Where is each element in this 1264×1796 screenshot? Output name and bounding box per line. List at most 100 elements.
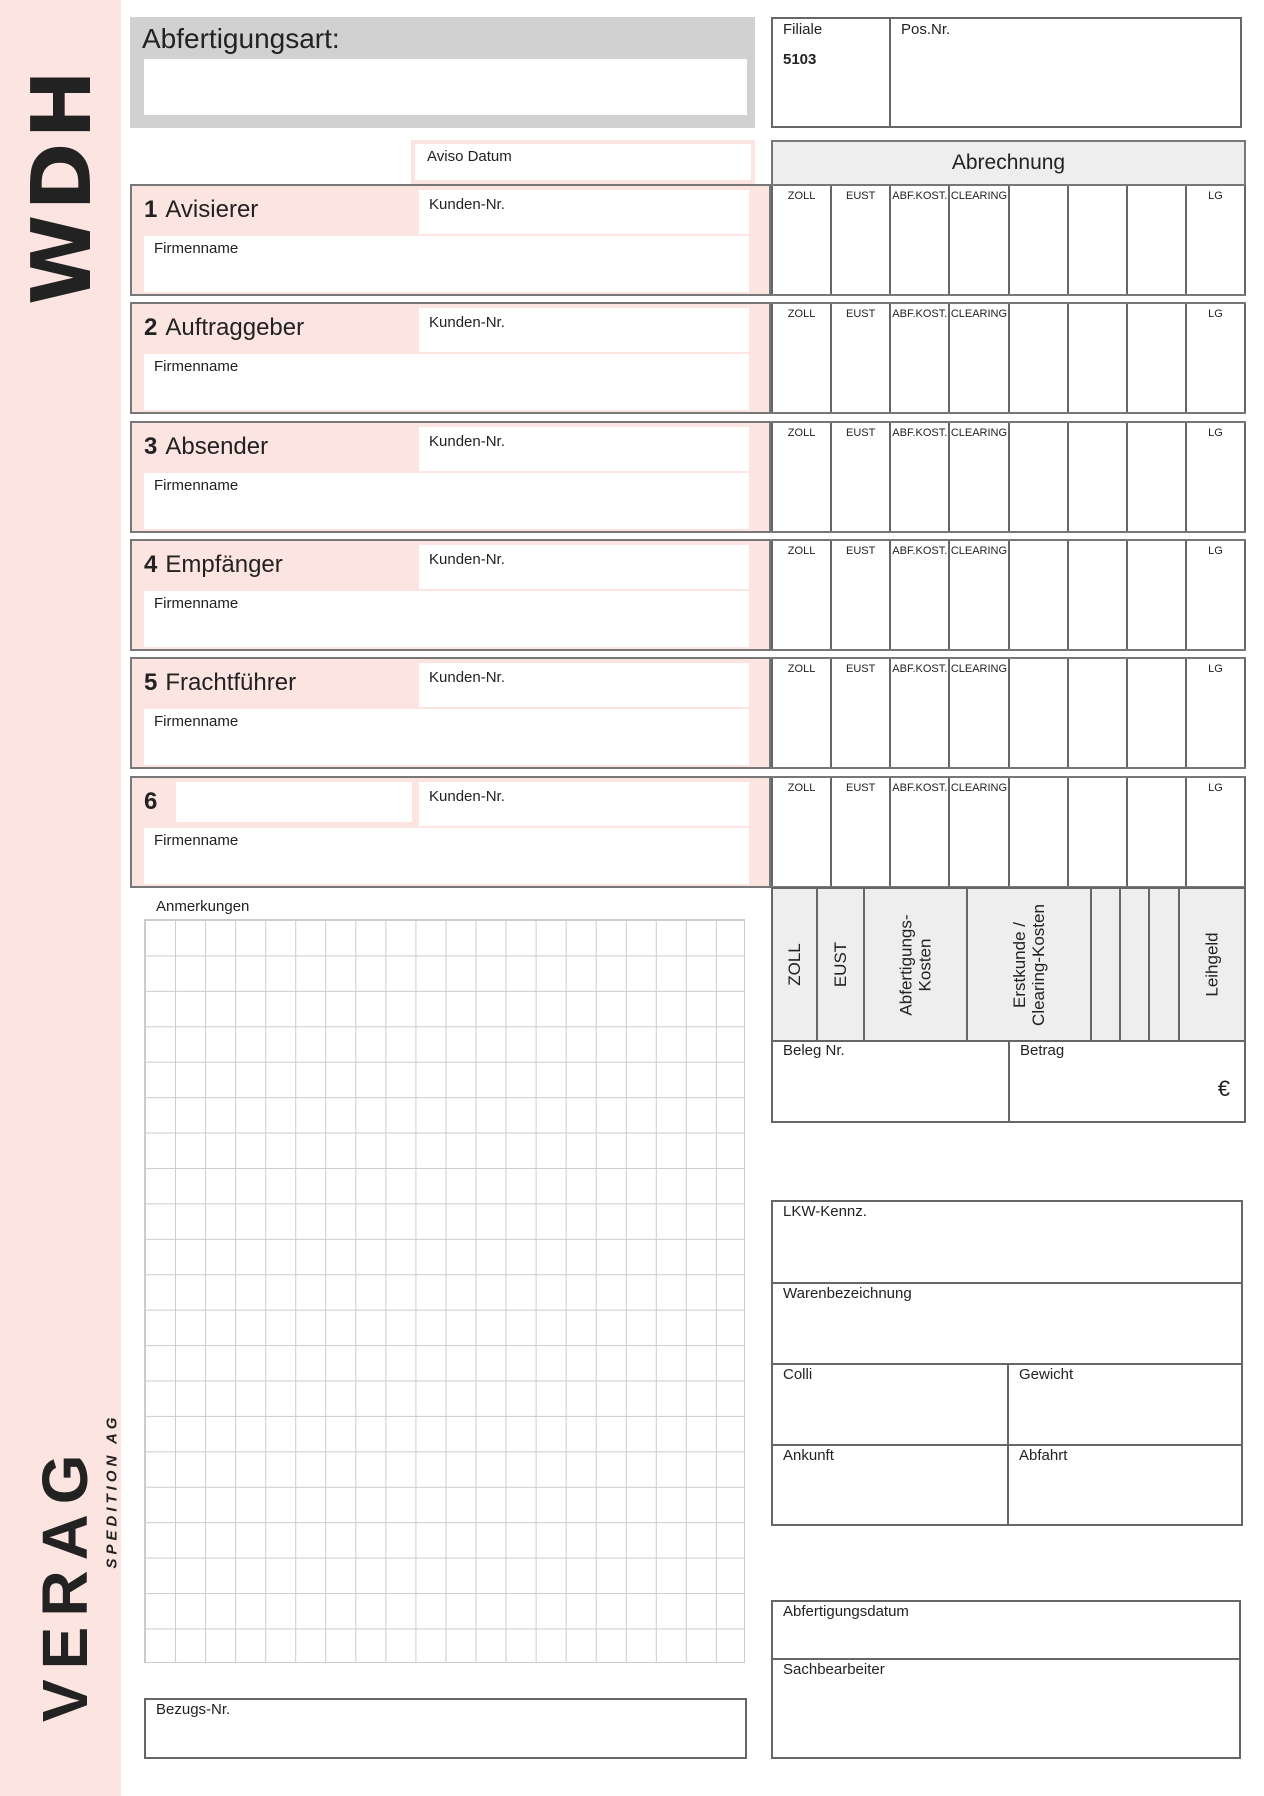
firmenname-field[interactable]: Firmenname <box>144 473 749 529</box>
lkw-kennz-field[interactable]: LKW-Kennz. <box>783 1203 867 1220</box>
sachbearbeiter-field[interactable]: Sachbearbeiter <box>783 1661 885 1678</box>
firmenname-field[interactable]: Firmenname <box>144 591 749 647</box>
cost-cell[interactable] <box>1125 304 1185 412</box>
cost-cell[interactable]: ZOLL <box>771 304 830 412</box>
section-title: 3 Absender <box>144 433 269 460</box>
summary-column: Abfertigungs- Kosten <box>862 889 966 1040</box>
cost-cell[interactable]: CLEARING <box>948 304 1007 412</box>
cost-cell[interactable] <box>1125 778 1185 886</box>
bezugs-nr-field[interactable]: Bezugs-Nr. <box>144 1698 747 1759</box>
cost-cell[interactable] <box>1007 423 1067 531</box>
party-section: 5 Frachtführer Kunden-Nr. Firmenname <box>130 657 771 769</box>
cost-cell[interactable]: CLEARING <box>948 659 1007 767</box>
firmenname-field[interactable]: Firmenname <box>144 828 749 884</box>
cost-cell[interactable] <box>1007 541 1067 649</box>
summary-column-label: Abfertigungs- Kosten <box>896 913 935 1016</box>
cost-cell[interactable]: LG <box>1184 423 1246 531</box>
anmerkungen-grid[interactable] <box>144 919 745 1663</box>
cost-cell[interactable] <box>1007 778 1067 886</box>
summary-column: ZOLL <box>773 889 816 1040</box>
aviso-datum-field[interactable]: Aviso Datum <box>411 140 755 184</box>
summary-column <box>1119 889 1148 1040</box>
summary-column <box>1089 889 1119 1040</box>
cost-cell[interactable] <box>1125 541 1185 649</box>
summary-column-label: EUST <box>830 941 850 988</box>
cost-cell[interactable]: ABF.KOST. <box>889 304 948 412</box>
betrag-field[interactable]: Betrag <box>1020 1042 1065 1059</box>
kunden-nr-field[interactable]: Kunden-Nr. <box>419 545 749 589</box>
cost-cell[interactable]: ZOLL <box>771 186 830 294</box>
cost-cell[interactable]: ZOLL <box>771 541 830 649</box>
cost-cell[interactable]: EUST <box>830 541 889 649</box>
abfahrt-field[interactable]: Abfahrt <box>1019 1447 1068 1464</box>
filiale-value[interactable]: 5103 <box>783 51 817 68</box>
cost-cell[interactable]: LG <box>1184 659 1246 767</box>
cost-row: ZOLL EUST ABF.KOST. CLEARING LG <box>771 657 1246 769</box>
cost-cell[interactable]: CLEARING <box>948 186 1007 294</box>
cost-cell[interactable]: EUST <box>830 778 889 886</box>
cost-cell[interactable] <box>1066 541 1126 649</box>
cost-row: ZOLL EUST ABF.KOST. CLEARING LG <box>771 776 1246 888</box>
transport-box: LKW-Kennz. Warenbezeichnung Colli Gewich… <box>771 1200 1243 1526</box>
cost-cell[interactable] <box>1066 304 1126 412</box>
cost-cell[interactable] <box>1066 186 1126 294</box>
beleg-nr-field[interactable]: Beleg Nr. <box>783 1042 845 1059</box>
section-6-title-field[interactable] <box>176 782 412 822</box>
firmenname-field[interactable]: Firmenname <box>144 236 749 292</box>
cost-cell[interactable]: LG <box>1184 541 1246 649</box>
cost-cell[interactable]: ABF.KOST. <box>889 659 948 767</box>
section-title: 1 Avisierer <box>144 196 259 223</box>
cost-cell[interactable]: EUST <box>830 423 889 531</box>
cost-cell[interactable] <box>1066 778 1126 886</box>
cost-cell[interactable]: LG <box>1184 778 1246 886</box>
party-section: 4 Empfänger Kunden-Nr. Firmenname <box>130 539 771 651</box>
logo-text: VERAG <box>29 1444 101 1722</box>
cost-cell[interactable]: CLEARING <box>948 541 1007 649</box>
cost-cell[interactable]: ABF.KOST. <box>889 423 948 531</box>
gewicht-field[interactable]: Gewicht <box>1019 1366 1074 1383</box>
cost-cell[interactable] <box>1125 423 1185 531</box>
cost-cell[interactable]: EUST <box>830 186 889 294</box>
cost-cell[interactable] <box>1007 659 1067 767</box>
cost-cell[interactable] <box>1125 186 1185 294</box>
cost-cell[interactable]: ZOLL <box>771 423 830 531</box>
cost-cell[interactable]: ABF.KOST. <box>889 541 948 649</box>
abfertigungsart-field[interactable] <box>144 59 747 115</box>
firmenname-field[interactable]: Firmenname <box>144 709 749 765</box>
cost-cell[interactable]: LG <box>1184 304 1246 412</box>
abrechnung-header: Abrechnung <box>771 140 1246 184</box>
cost-cell[interactable]: CLEARING <box>948 778 1007 886</box>
summary-column: EUST <box>815 889 863 1040</box>
form-code: WDH <box>15 65 111 305</box>
cost-cell[interactable] <box>1066 659 1126 767</box>
party-section: 2 Auftraggeber Kunden-Nr. Firmenname <box>130 302 771 414</box>
cost-row: ZOLL EUST ABF.KOST. CLEARING LG <box>771 184 1246 296</box>
cost-cell[interactable]: ABF.KOST. <box>889 186 948 294</box>
summary-column: Leihgeld <box>1177 889 1244 1040</box>
cost-cell[interactable]: ZOLL <box>771 659 830 767</box>
abfertigungsdatum-field[interactable]: Abfertigungsdatum <box>783 1603 909 1620</box>
colli-field[interactable]: Colli <box>783 1366 813 1383</box>
kunden-nr-field[interactable]: Kunden-Nr. <box>419 308 749 352</box>
cost-cell[interactable]: ABF.KOST. <box>889 778 948 886</box>
warenbezeichnung-field[interactable]: Warenbezeichnung <box>783 1285 912 1302</box>
logo-subtext: SPEDITION AG <box>103 1413 121 1569</box>
cost-cell[interactable] <box>1125 659 1185 767</box>
ankunft-field[interactable]: Ankunft <box>783 1447 834 1464</box>
beleg-betrag-box: Beleg Nr. Betrag € <box>771 1040 1246 1123</box>
cost-cell[interactable] <box>1007 304 1067 412</box>
kunden-nr-field[interactable]: Kunden-Nr. <box>419 427 749 471</box>
cost-cell[interactable]: CLEARING <box>948 423 1007 531</box>
cost-cell[interactable]: ZOLL <box>771 778 830 886</box>
cost-cell[interactable]: LG <box>1184 186 1246 294</box>
cost-cell[interactable] <box>1066 423 1126 531</box>
kunden-nr-field[interactable]: Kunden-Nr. <box>419 663 749 707</box>
cost-cell[interactable] <box>1007 186 1067 294</box>
cost-row: ZOLL EUST ABF.KOST. CLEARING LG <box>771 539 1246 651</box>
cost-cell[interactable]: EUST <box>830 659 889 767</box>
firmenname-field[interactable]: Firmenname <box>144 354 749 410</box>
kunden-nr-field[interactable]: Kunden-Nr. <box>419 190 749 234</box>
kunden-nr-field[interactable]: Kunden-Nr. <box>419 782 749 826</box>
section-title: 4 Empfänger <box>144 551 283 578</box>
cost-cell[interactable]: EUST <box>830 304 889 412</box>
